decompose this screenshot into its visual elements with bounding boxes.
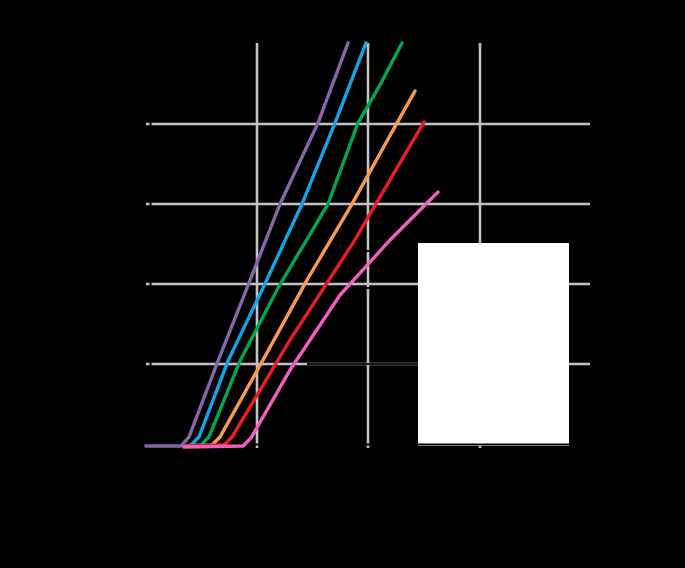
series-curve-tc0c bbox=[184, 41, 368, 448]
legend-box bbox=[418, 243, 569, 446]
series-curve-tc60c bbox=[182, 190, 440, 449]
series-curve-tc-40c bbox=[144, 41, 350, 448]
series-curve-tc25c bbox=[184, 41, 404, 448]
